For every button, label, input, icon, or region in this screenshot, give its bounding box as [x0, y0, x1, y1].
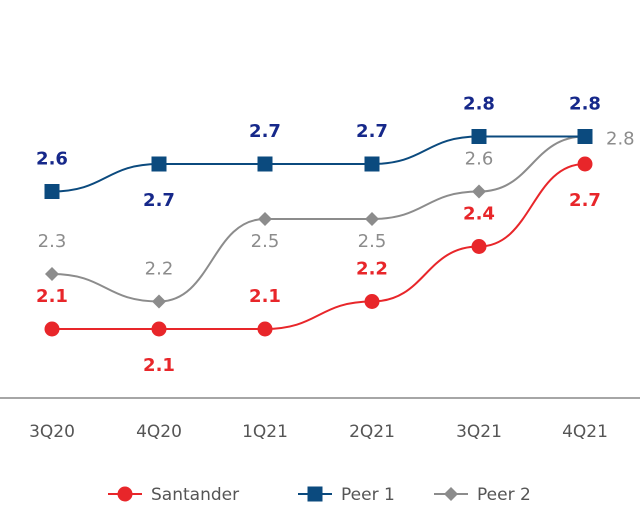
data-label: 2.7 — [143, 190, 175, 211]
series-line-peer-1 — [51, 135, 585, 193]
legend-item-peer-1: Peer 1 — [298, 485, 395, 505]
data-point-marker — [44, 184, 60, 199]
data-label: 2.1 — [36, 286, 68, 307]
legend-label: Santander — [151, 485, 239, 505]
x-tick-label: 4Q20 — [136, 422, 182, 442]
data-label: 2.8 — [606, 129, 635, 150]
data-point-marker — [472, 184, 486, 199]
data-label: 2.6 — [36, 149, 68, 170]
data-point-marker — [45, 267, 59, 281]
data-label: 2.1 — [249, 286, 281, 307]
series-line-peer-2 — [51, 135, 586, 303]
x-tick-label: 3Q21 — [456, 422, 502, 442]
data-label: 2.3 — [38, 231, 67, 252]
data-label: 2.5 — [358, 231, 387, 252]
data-label: 2.7 — [249, 121, 281, 142]
data-label: 2.8 — [463, 94, 495, 115]
data-point-marker — [151, 156, 167, 172]
data-point-marker — [152, 294, 166, 309]
legend-label: Peer 1 — [341, 485, 395, 505]
data-label: 2.1 — [143, 355, 175, 376]
data-point-marker — [364, 156, 380, 172]
data-point-marker — [471, 129, 487, 144]
legend-marker-icon — [117, 486, 133, 502]
data-label: 2.6 — [465, 149, 494, 170]
x-tick-label: 1Q21 — [242, 422, 288, 442]
data-point-marker — [577, 129, 593, 144]
data-point-marker — [257, 321, 273, 337]
data-point-marker — [365, 212, 379, 226]
data-label: 2.2 — [356, 259, 388, 280]
data-label: 2.4 — [463, 204, 495, 225]
data-label: 2.7 — [569, 190, 601, 211]
x-tick-label: 2Q21 — [349, 422, 395, 442]
legend-item-santander: Santander — [108, 485, 239, 505]
data-point-marker — [471, 239, 487, 254]
data-point-marker — [44, 321, 60, 337]
data-label: 2.7 — [356, 121, 388, 142]
data-point-marker — [577, 156, 593, 172]
data-point-marker — [364, 294, 380, 309]
data-label: 2.2 — [145, 259, 174, 280]
data-label: 2.5 — [251, 231, 280, 252]
data-label: 2.8 — [569, 94, 601, 115]
data-point-marker — [151, 321, 167, 337]
legend-label: Peer 2 — [477, 485, 531, 505]
legend-marker-icon — [444, 487, 458, 501]
data-point-marker — [258, 212, 272, 226]
legend-item-peer-2: Peer 2 — [434, 485, 531, 505]
x-tick-label: 3Q20 — [29, 422, 75, 442]
series-line-santander — [52, 163, 586, 331]
legend-marker-icon — [307, 486, 323, 502]
data-point-marker — [257, 156, 273, 172]
x-tick-label: 4Q21 — [562, 422, 608, 442]
